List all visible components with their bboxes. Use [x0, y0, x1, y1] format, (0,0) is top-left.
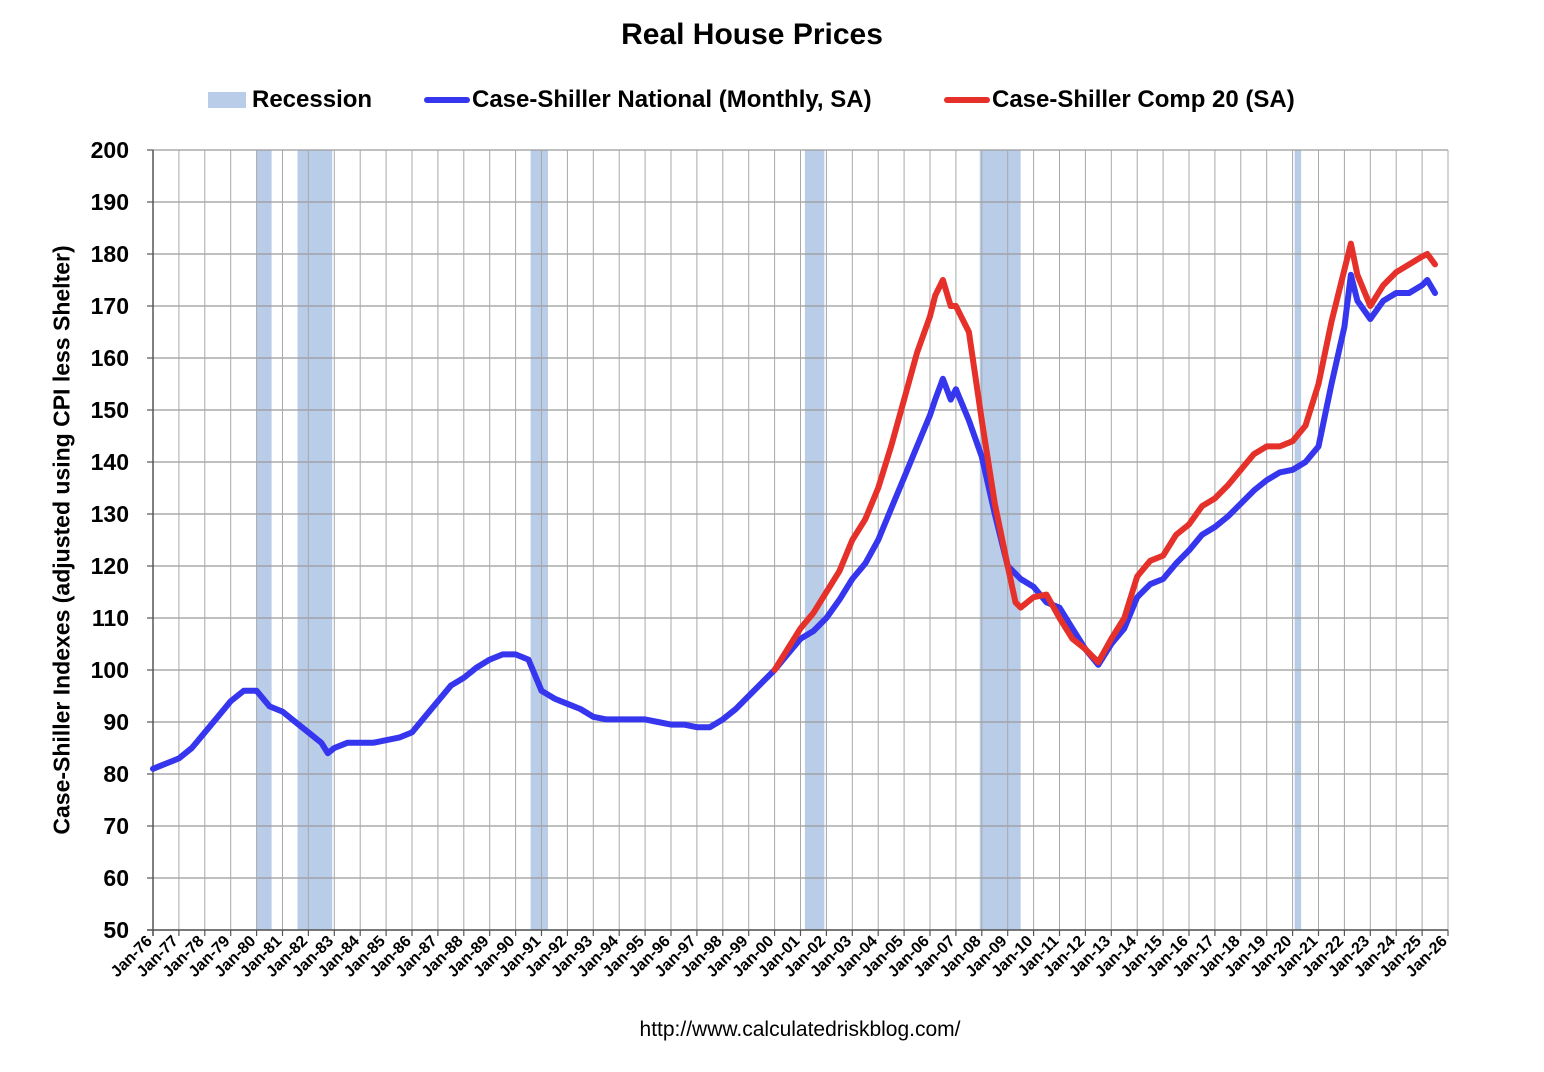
legend-label-comp20: Case-Shiller Comp 20 (SA) [992, 86, 1295, 113]
series-line-0 [150, 271, 1438, 772]
legend-label-national: Case-Shiller National (Monthly, SA) [472, 86, 872, 113]
y-tick-label-10: 150 [91, 397, 129, 423]
series-line-1 [771, 240, 1438, 673]
recession-band-0 [256, 150, 272, 930]
y-tick-label-2: 70 [103, 813, 129, 839]
y-tick-label-7: 120 [91, 553, 129, 579]
x-tick-labels: Jan-76Jan-77Jan-78Jan-79Jan-80Jan-81Jan-… [108, 933, 1451, 981]
series-lines [150, 240, 1438, 772]
recession-band-3 [804, 150, 825, 930]
chart-title: Real House Prices [621, 18, 883, 51]
y-tick-label-14: 190 [91, 189, 129, 215]
source-url: http://www.calculatedriskblog.com/ [639, 1018, 961, 1041]
grid-lines [152, 149, 1449, 931]
recession-band-5 [1294, 150, 1302, 930]
y-tick-label-1: 60 [103, 865, 129, 891]
y-tick-label-13: 180 [91, 241, 129, 267]
legend-swatch-comp20 [944, 97, 990, 103]
legend-swatch-recession [208, 92, 246, 108]
axes [147, 149, 1449, 936]
recession-band-1 [297, 150, 333, 930]
legend-label-recession: Recession [252, 86, 373, 113]
recession-bands [256, 150, 1302, 930]
y-tick-label-0: 50 [103, 917, 129, 943]
y-tick-labels: 50 60 70 80 90 100 110 120 130 140 150 160 170 180 190… [91, 137, 129, 943]
y-tick-label-9: 140 [91, 449, 129, 475]
y-tick-label-11: 160 [91, 345, 129, 371]
legend-item-national: Case-Shiller National (Monthly, SA) [424, 84, 872, 116]
y-tick-label-15: 200 [91, 137, 129, 163]
y-tick-label-5: 100 [91, 657, 129, 683]
y-tick-label-3: 80 [103, 761, 129, 787]
legend-swatch-national [424, 97, 470, 103]
legend: Recession Case-Shiller National (Monthly… [0, 84, 1544, 116]
legend-item-recession: Recession [208, 84, 372, 116]
y-tick-label-8: 130 [91, 501, 129, 527]
y-tick-label-6: 110 [92, 605, 129, 631]
recession-band-2 [530, 150, 548, 930]
y-tick-label-4: 90 [103, 709, 129, 735]
y-tick-label-12: 170 [91, 293, 129, 319]
legend-item-comp20: Case-Shiller Comp 20 (SA) [944, 84, 1295, 116]
